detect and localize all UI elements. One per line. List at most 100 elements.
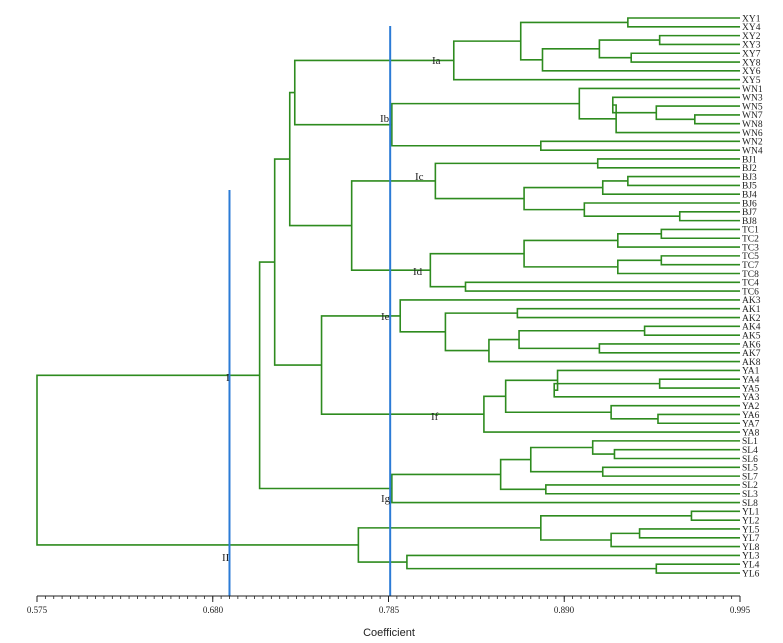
leaf-label-bj7: BJ7 [742, 208, 757, 218]
branch-tc-c [660, 255, 740, 266]
branch-ie [399, 299, 740, 333]
leaf-label-tc1: TC1 [742, 226, 759, 236]
leaf-label-bj2: BJ2 [742, 164, 757, 174]
branch-bj-e [583, 202, 740, 218]
branch-bj-d [678, 211, 740, 222]
leaf-label-ya6: YA6 [742, 411, 760, 421]
branch-ia [452, 40, 740, 81]
cluster-label-Id: Id [413, 266, 423, 278]
tick-label-0: 0.575 [27, 605, 48, 615]
branch-ya-e [610, 404, 740, 420]
cluster-label-Ia: Ia [432, 55, 441, 67]
leaf-label-yl6: YL6 [742, 569, 760, 579]
branch-ii [357, 527, 541, 563]
branch-bj-b [627, 175, 740, 187]
leaf-label-xy2: XY2 [742, 32, 761, 42]
leaf-label-sl7: SL7 [742, 472, 758, 482]
branch-xy-a [627, 17, 740, 28]
leaf-label-ak4: AK4 [742, 323, 761, 333]
branch-i-main [273, 158, 322, 366]
leaf-label-ak1: AK1 [742, 305, 761, 315]
leaf-label-wn3: WN3 [742, 94, 763, 104]
leaf-label-xy5: XY5 [742, 76, 761, 86]
tick-label-3: 0.890 [554, 605, 575, 615]
branch-yl-b [638, 528, 740, 539]
leaf-label-xy4: XY4 [742, 23, 761, 33]
leaf-label-ya5: YA5 [742, 384, 760, 394]
branch-bj-a [596, 158, 740, 169]
leaf-label-yl8: YL8 [742, 543, 760, 553]
branch-yl-f [406, 554, 740, 570]
leaf-label-bj8: BJ8 [742, 217, 757, 227]
leaf-label-ya1: YA1 [742, 367, 760, 377]
branch-ak-e [488, 338, 740, 363]
leaf-label-sl6: SL6 [742, 455, 758, 465]
branch-ak-f [444, 312, 518, 352]
leaf-label-xy3: XY3 [742, 41, 761, 51]
branch-ig [391, 473, 740, 504]
cluster-label-II: II [222, 552, 230, 564]
branch-wn-f [540, 140, 740, 151]
branch-xy-f [519, 21, 628, 61]
x-axis: 0.575 0.680 0.785 0.890 0.995 Coefficien… [27, 595, 751, 639]
leaf-label-sl3: SL3 [742, 490, 758, 500]
x-axis-minor-ticks [36, 596, 741, 599]
branch-iabcd [288, 91, 352, 227]
branch-sl-e [545, 484, 740, 495]
tree-branches [36, 17, 740, 574]
leaf-label-sl4: SL4 [742, 446, 758, 456]
branch-ib [391, 102, 580, 147]
branch-i [258, 261, 392, 490]
leaf-label-ak8: AK8 [742, 358, 761, 368]
cluster-label-Ib: Ib [380, 113, 390, 125]
branch-yl-c [610, 532, 740, 548]
leaf-label-ak6: AK6 [742, 340, 761, 350]
branch-xy-c [630, 52, 740, 63]
branch-sl-f [499, 458, 546, 491]
leaf-label-wn2: WN2 [742, 138, 763, 148]
branch-yl-e [655, 563, 740, 574]
leaf-label-ya4: YA4 [742, 376, 760, 386]
leaf-label-wn7: WN7 [742, 111, 763, 121]
branch-tc-f [464, 281, 740, 292]
leaf-label-ak5: AK5 [742, 331, 761, 341]
leaf-label-yl7: YL7 [742, 534, 760, 544]
branch-ya-f [504, 379, 612, 414]
leaf-label-yl5: YL5 [742, 525, 760, 535]
branch-sl-c [601, 466, 740, 477]
branch-wn-a [694, 114, 740, 125]
branch-ya-c [554, 369, 740, 392]
branch-ak-b [643, 325, 740, 336]
leaf-label-ya2: YA2 [742, 402, 760, 412]
branch-ic [434, 162, 598, 200]
leaf-label-yl2: YL2 [742, 516, 760, 526]
leaf-label-tc2: TC2 [742, 235, 759, 245]
leaf-label-wn6: WN6 [742, 129, 763, 139]
leaf-label-yl1: YL1 [742, 508, 760, 518]
axis-title: Coefficient [363, 627, 415, 639]
leaf-label-tc5: TC5 [742, 252, 759, 262]
leaf-label-sl8: SL8 [742, 499, 758, 509]
branch-ak-c [598, 343, 740, 354]
leaf-label-bj3: BJ3 [742, 173, 757, 183]
branch-tc-d [617, 259, 740, 275]
tick-label-1: 0.680 [203, 605, 224, 615]
cluster-label-I: I [226, 372, 230, 384]
branch-yl-a [690, 510, 740, 521]
leaf-label-wn1: WN1 [742, 85, 763, 95]
branch-ie-if [320, 315, 484, 415]
tick-label-2: 0.785 [379, 605, 400, 615]
leaf-label-tc7: TC7 [742, 261, 759, 271]
branch-sl-a [613, 448, 740, 460]
leaf-label-xy1: XY1 [742, 14, 761, 24]
leaf-label-ya8: YA8 [742, 428, 760, 438]
leaf-label-ak2: AK2 [742, 314, 761, 324]
branch-wn-c [611, 96, 740, 114]
x-axis-major-ticks [36, 596, 741, 602]
leaf-label-xy8: XY8 [742, 58, 761, 68]
branch-ak-d [518, 329, 645, 350]
leaf-label-bj4: BJ4 [742, 191, 757, 201]
leaf-label-wn5: WN5 [742, 102, 763, 112]
